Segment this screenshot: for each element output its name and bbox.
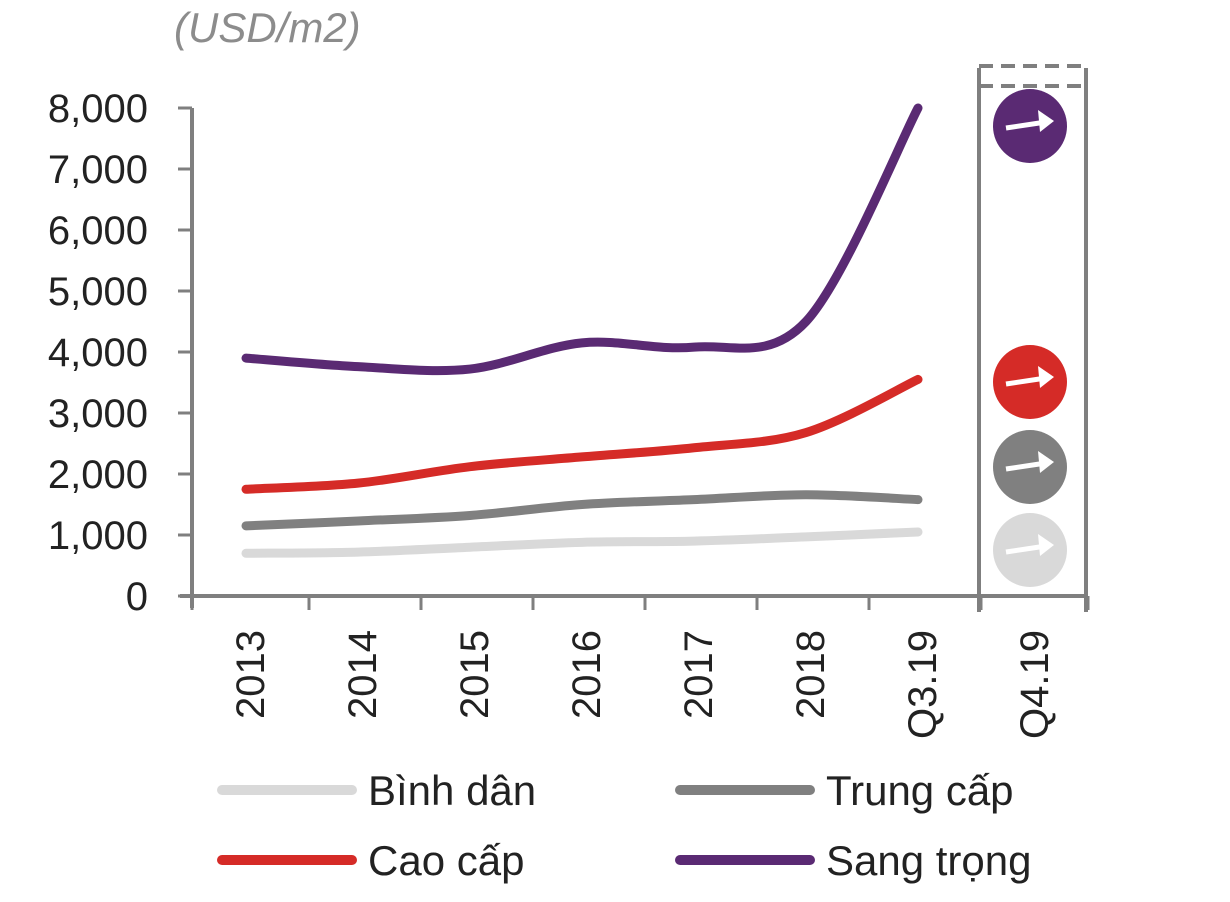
x-tick-label: Q3.19 [901,630,945,739]
x-tick-label: 2014 [341,630,385,719]
legend: Bình dân Trung cấp Cao cấp Sang trọng [217,767,1032,884]
forecast-arrow-icon [993,345,1067,419]
x-tick-label: 2015 [453,630,497,719]
legend-label: Cao cấp [368,837,524,884]
legend-entry: Cao cấp [217,837,524,884]
legend-entry: Sang trọng [675,837,1032,884]
y-tick-label: 3,000 [48,392,148,436]
y-tick-label: 7,000 [48,148,148,192]
legend-label: Sang trọng [826,837,1032,884]
arrow-head [1038,451,1054,473]
forecast-arrow-icon [993,430,1067,504]
y-tick-label: 4,000 [48,331,148,375]
x-axis-ticks: 2013 2014 2015 2016 2017 2018 Q3.19 Q4.19 [190,596,1090,739]
y-tick-label: 0 [126,575,148,619]
legend-entry: Bình dân [217,767,536,814]
series-lines [241,103,923,558]
forecast-arrow-icon [993,513,1067,587]
series-line-cao-cap [241,374,923,494]
x-tick-label: 2018 [789,630,833,719]
legend-label: Bình dân [368,767,536,814]
y-tick-label: 2,000 [48,453,148,497]
y-tick-label: 6,000 [48,209,148,253]
x-tick-label: 2017 [677,630,721,719]
forecast-panel [977,64,1088,612]
x-tick-label-forecast: Q4.19 [1013,630,1057,739]
y-tick-label: 5,000 [48,270,148,314]
series-line-trung-cap [241,490,923,531]
y-axis-ticks: 0 1,000 2,000 3,000 4,000 5,000 6,000 7,000 8,00… [48,87,192,619]
series-line-sang-trong [241,103,923,376]
legend-entry: Trung cấp [675,767,1014,814]
legend-label: Trung cấp [826,767,1014,814]
x-tick-label: 2016 [565,630,609,719]
arrow-head [1038,110,1054,132]
axes [180,108,1088,608]
unit-label: (USD/m2) [174,4,361,51]
y-tick-label: 8,000 [48,87,148,131]
arrow-head [1038,534,1054,556]
x-tick-label: 2013 [229,630,273,719]
series-line-binh-dan [241,527,923,558]
arrow-head [1038,366,1054,388]
forecast-arrow-icon [993,89,1067,163]
y-tick-label: 1,000 [48,514,148,558]
